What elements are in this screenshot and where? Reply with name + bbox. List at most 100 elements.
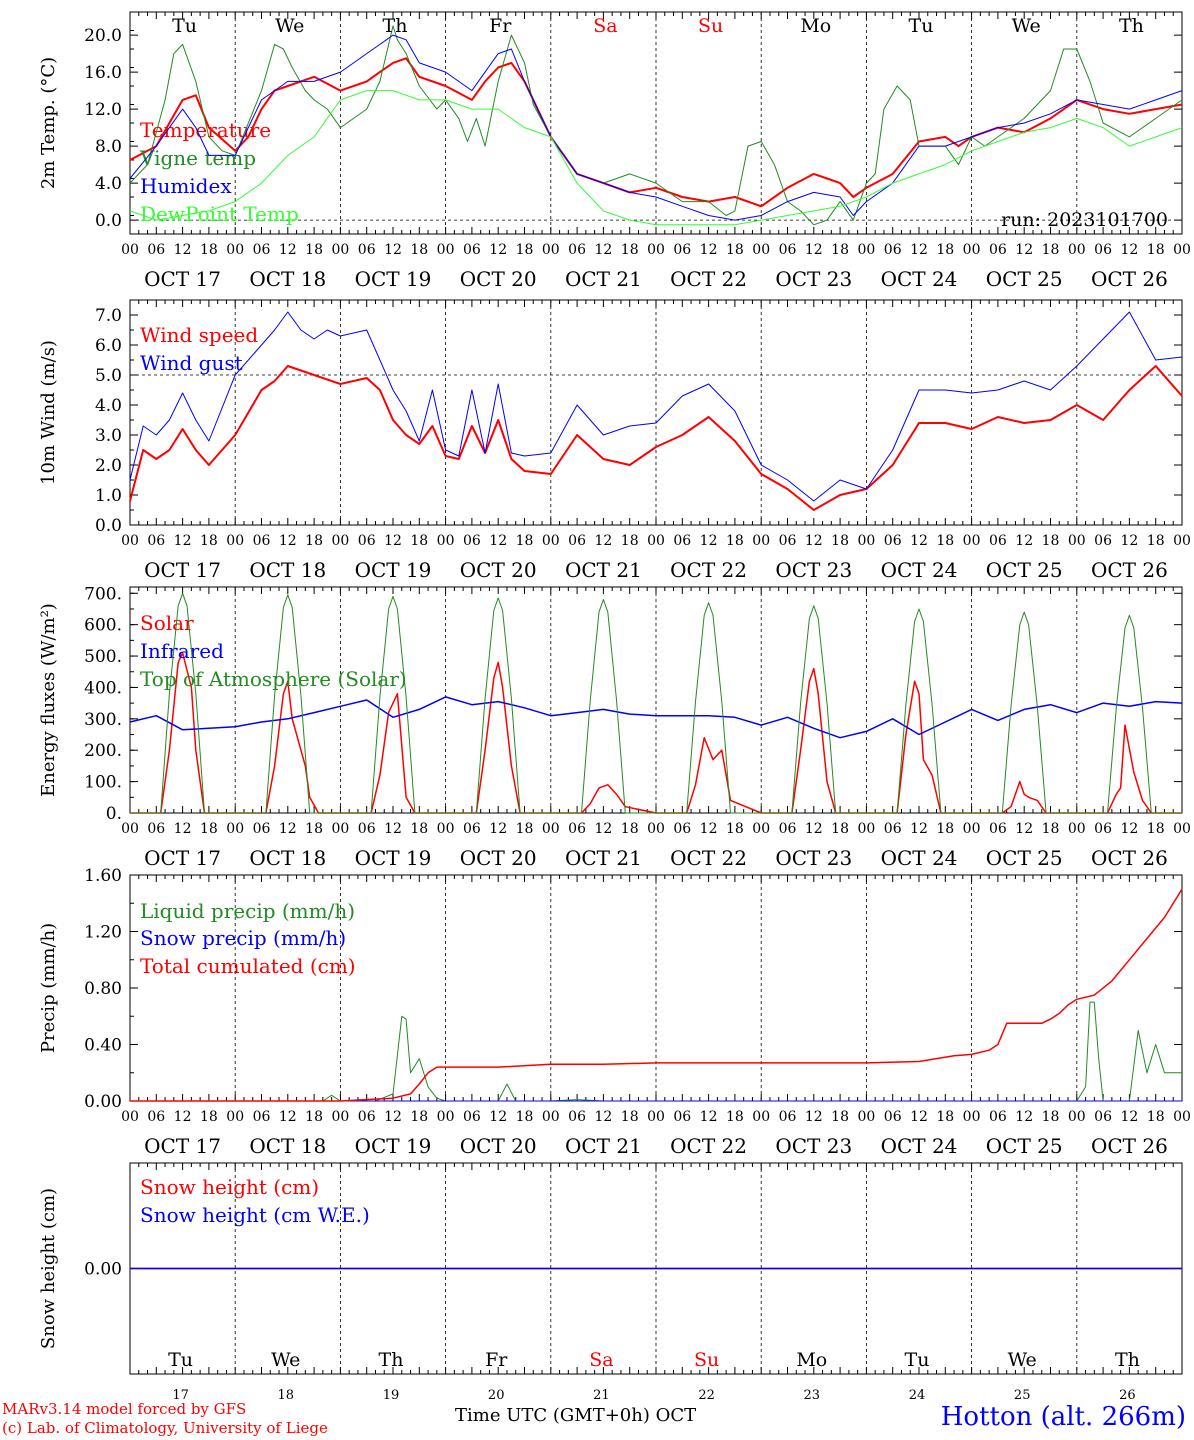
hour-tick-label: 18 [1042,242,1060,258]
hour-tick-label: 00 [331,821,349,837]
hour-tick-label: 00 [647,821,665,837]
hour-tick-label: 12 [489,242,507,258]
y-tick-label: 1.20 [84,923,122,943]
legend-entry: Snow height (cm W.E.) [140,1203,370,1227]
y-tick-label: 600. [84,616,122,636]
day-number-label: 22 [698,1388,715,1403]
weekday-label: We [1012,15,1041,37]
hour-tick-label: 06 [884,821,902,837]
y-tick-label: 6.0 [95,336,122,356]
hour-tick-label: 12 [1120,242,1138,258]
hour-tick-label: 00 [542,821,560,837]
hour-tick-label: 18 [410,242,428,258]
date-label: OCT 20 [460,558,537,582]
date-label: OCT 21 [565,267,642,291]
hour-tick-label: 06 [463,821,481,837]
hour-tick-label: 12 [700,1109,718,1125]
date-label: OCT 25 [986,267,1063,291]
hour-tick-label: 18 [305,533,323,549]
y-tick-label: 2.0 [95,456,122,476]
credit-lab: (c) Lab. of Climatology, University of L… [2,1419,328,1437]
hour-tick-label: 00 [437,533,455,549]
hour-tick-label: 18 [726,1109,744,1125]
hour-tick-label: 12 [700,242,718,258]
hour-tick-label: 18 [621,533,639,549]
y-tick-label: 8.0 [95,137,122,157]
y-tick-label: 0.0 [95,211,122,231]
hour-tick-label: 18 [1042,821,1060,837]
hour-tick-label: 12 [1015,1109,1033,1125]
hour-tick-label: 18 [726,242,744,258]
panel-frame [129,299,1183,526]
legend-entry: Vigne temp [139,146,256,170]
hour-tick-label: 18 [410,533,428,549]
hour-tick-label: 00 [963,821,981,837]
hour-tick-label: 18 [305,821,323,837]
weekday-label: Su [694,1349,719,1371]
hour-tick-label: 06 [673,242,691,258]
hour-tick-label: 00 [542,242,560,258]
hour-tick-label: 18 [1147,242,1165,258]
hour-tick-label: 18 [831,242,849,258]
legend-entry: Snow precip (mm/h) [140,926,346,950]
hour-tick-label: 12 [1120,533,1138,549]
hour-tick-label: 18 [621,242,639,258]
run-label: run: 2023101700 [1001,209,1168,231]
y-tick-label: 0.00 [84,1092,122,1112]
hour-tick-label: 00 [1068,242,1086,258]
date-label: OCT 22 [670,267,747,291]
hour-tick-label: 18 [936,1109,954,1125]
hour-tick-label: 06 [358,533,376,549]
hour-tick-label: 18 [1147,1109,1165,1125]
hour-tick-label: 06 [358,242,376,258]
hour-tick-label: 06 [253,242,271,258]
hour-tick-label: 18 [1042,533,1060,549]
hour-tick-label: 00 [963,242,981,258]
day-number-label: 17 [172,1388,189,1403]
hour-tick-label: 18 [200,533,218,549]
hour-tick-label: 00 [542,533,560,549]
hour-tick-label: 18 [305,1109,323,1125]
weekday-label: Mo [796,1349,827,1371]
hour-tick-label: 00 [437,821,455,837]
hour-tick-label: 12 [1120,1109,1138,1125]
hour-tick-label: 12 [910,242,928,258]
credit-model: MARv3.14 model forced by GFS [2,1400,247,1418]
legend-entry: Liquid precip (mm/h) [140,899,355,923]
legend-entry: Infrared [140,639,224,663]
hour-tick-label: 12 [910,821,928,837]
hour-tick-label: 18 [516,242,534,258]
date-label: OCT 24 [881,267,958,291]
hour-tick-label: 00 [963,533,981,549]
hour-tick-label: 06 [358,1109,376,1125]
date-label: OCT 17 [144,267,221,291]
y-tick-label: 1.0 [95,486,122,506]
hour-tick-label: 00 [647,242,665,258]
hour-tick-label: 12 [700,821,718,837]
hour-tick-label: 06 [147,1109,165,1125]
weekday-label: Sa [593,15,617,37]
hour-tick-label: 00 [1173,1109,1191,1125]
hour-tick-label: 06 [568,242,586,258]
hour-tick-label: 18 [1042,1109,1060,1125]
weekday-label: Th [379,1349,404,1371]
hour-tick-label: 18 [936,821,954,837]
date-label: OCT 25 [986,846,1063,870]
date-label: OCT 22 [670,1134,747,1158]
weekday-label: Th [1119,15,1144,37]
hour-tick-label: 00 [542,1109,560,1125]
hour-tick-label: 06 [989,821,1007,837]
hour-tick-label: 06 [147,533,165,549]
date-label: OCT 21 [565,846,642,870]
hour-tick-label: 00 [752,533,770,549]
date-label: OCT 26 [1091,1134,1168,1158]
hour-tick-label: 12 [805,821,823,837]
hour-tick-label: 00 [226,242,244,258]
hour-tick-label: 18 [1147,533,1165,549]
hour-tick-label: 00 [331,1109,349,1125]
hour-tick-label: 00 [331,533,349,549]
y-tick-label: 0.40 [84,1036,122,1056]
weekday-label: We [275,15,304,37]
date-label: OCT 26 [1091,846,1168,870]
